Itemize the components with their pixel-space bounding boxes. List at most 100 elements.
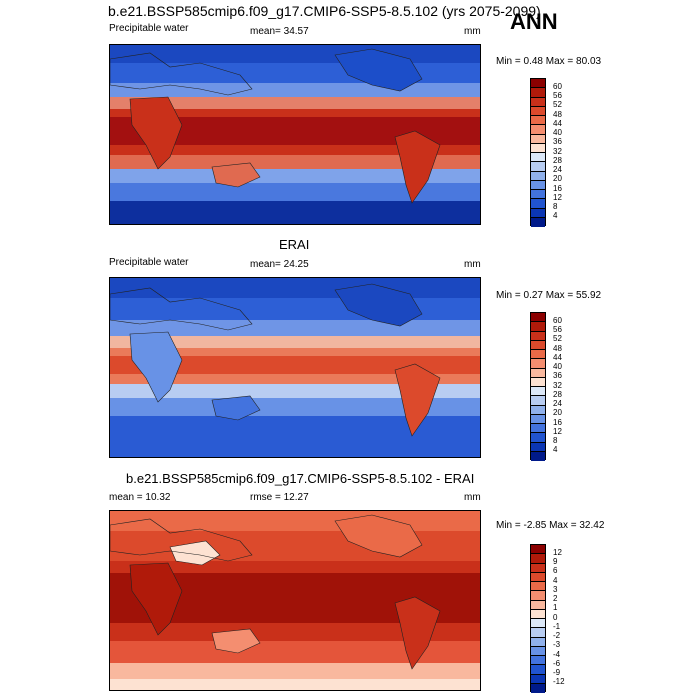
colorbar-tick-label: 48 — [553, 110, 562, 119]
colorbar-swatch — [531, 665, 545, 675]
colorbar-tick-label: -9 — [553, 668, 561, 677]
panel-1-mean: mean= 34.57 — [250, 26, 309, 37]
panel-3-units: mm — [464, 492, 481, 503]
panel-2-colorbar — [530, 312, 546, 461]
colorbar-tick-label: 52 — [553, 100, 562, 109]
colorbar-swatch — [531, 442, 545, 452]
colorbar-tick-label: -3 — [553, 640, 561, 649]
colorbar-swatch — [531, 359, 545, 369]
panel-3-colorbar — [530, 544, 546, 693]
colorbar-tick-label: 12 — [553, 193, 562, 202]
colorbar-swatch — [531, 368, 545, 378]
colorbar-tick-label: -12 — [553, 677, 565, 686]
panel-3-rmse: rmse = 12.27 — [250, 492, 309, 503]
colorbar-tick-label: 2 — [553, 594, 558, 603]
colorbar-swatch — [531, 88, 545, 98]
colorbar-swatch — [531, 433, 545, 443]
colorbar-swatch — [531, 171, 545, 181]
colorbar-tick-label: -6 — [553, 659, 561, 668]
colorbar-swatch — [531, 217, 545, 227]
colorbar-tick-label: 16 — [553, 418, 562, 427]
colorbar-tick-label: -1 — [553, 622, 561, 631]
colorbar-swatch — [531, 134, 545, 144]
colorbar-tick-label: 40 — [553, 362, 562, 371]
colorbar-swatch — [531, 591, 545, 601]
season-label: ANN — [510, 9, 558, 34]
colorbar-swatch — [531, 582, 545, 592]
colorbar-tick-label: 28 — [553, 390, 562, 399]
colorbar-tick-label: -4 — [553, 650, 561, 659]
panel-1-variable: Precipitable water — [109, 23, 189, 34]
colorbar-swatch — [531, 656, 545, 666]
colorbar-tick-label: -2 — [553, 631, 561, 640]
panel-2-map — [109, 277, 481, 458]
colorbar-tick-label: 16 — [553, 184, 562, 193]
colorbar-swatch — [531, 180, 545, 190]
colorbar-tick-label: 44 — [553, 119, 562, 128]
colorbar-tick-label: 12 — [553, 427, 562, 436]
colorbar-tick-label: 20 — [553, 174, 562, 183]
colorbar-tick-label: 4 — [553, 576, 558, 585]
colorbar-tick-label: 24 — [553, 165, 562, 174]
colorbar-tick-label: 60 — [553, 82, 562, 91]
panel-1-map — [109, 44, 481, 225]
panel-3-mean: mean = 10.32 — [109, 492, 171, 503]
colorbar-swatch — [531, 322, 545, 332]
panel-3-minmax: Min = -2.85 Max = 32.42 — [496, 520, 605, 531]
colorbar-swatch — [531, 106, 545, 116]
colorbar-tick-label: 28 — [553, 156, 562, 165]
colorbar-swatch — [531, 116, 545, 126]
colorbar-tick-label: 36 — [553, 371, 562, 380]
colorbar-swatch — [531, 190, 545, 200]
colorbar-swatch — [531, 424, 545, 434]
colorbar-swatch — [531, 637, 545, 647]
colorbar-tick-label: 32 — [553, 381, 562, 390]
colorbar-swatch — [531, 125, 545, 135]
colorbar-tick-label: 36 — [553, 137, 562, 146]
colorbar-tick-label: 8 — [553, 202, 558, 211]
colorbar-tick-label: 48 — [553, 344, 562, 353]
panel-2-title: ERAI — [279, 237, 310, 252]
colorbar-tick-label: 40 — [553, 128, 562, 137]
colorbar-swatch — [531, 153, 545, 163]
colorbar-tick-label: 24 — [553, 399, 562, 408]
colorbar-swatch — [531, 143, 545, 153]
colorbar-swatch — [531, 199, 545, 209]
colorbar-tick-label: 44 — [553, 353, 562, 362]
colorbar-swatch — [531, 208, 545, 218]
panel-2-variable: Precipitable water — [109, 257, 189, 268]
colorbar-swatch — [531, 377, 545, 387]
colorbar-swatch — [531, 97, 545, 107]
colorbar-swatch — [531, 162, 545, 172]
panel-1-minmax: Min = 0.48 Max = 80.03 — [496, 56, 602, 67]
colorbar-swatch — [531, 451, 545, 461]
colorbar-swatch — [531, 396, 545, 406]
colorbar-swatch — [531, 414, 545, 424]
colorbar-tick-label: 9 — [553, 557, 558, 566]
colorbar-tick-label: 6 — [553, 566, 558, 575]
colorbar-tick-label: 52 — [553, 334, 562, 343]
colorbar-swatch — [531, 350, 545, 360]
colorbar-swatch — [531, 646, 545, 656]
colorbar-swatch — [531, 387, 545, 397]
colorbar-swatch — [531, 609, 545, 619]
colorbar-tick-label: 56 — [553, 91, 562, 100]
panel-2-units: mm — [464, 259, 481, 270]
colorbar-tick-label: 32 — [553, 147, 562, 156]
panel-3-map — [109, 510, 481, 691]
colorbar-swatch — [531, 572, 545, 582]
colorbar-tick-label: 3 — [553, 585, 558, 594]
panel-3-title: b.e21.BSSP585cmip6.f09_g17.CMIP6-SSP5-8.… — [126, 471, 475, 486]
colorbar-swatch — [531, 340, 545, 350]
panel-2-minmax: Min = 0.27 Max = 55.92 — [496, 290, 602, 301]
colorbar-swatch — [531, 79, 545, 89]
colorbar-swatch — [531, 331, 545, 341]
colorbar-tick-label: 8 — [553, 436, 558, 445]
colorbar-tick-label: 0 — [553, 613, 558, 622]
panel-2-mean: mean= 24.25 — [250, 259, 309, 270]
panel-1-units: mm — [464, 26, 481, 37]
colorbar-swatch — [531, 683, 545, 693]
figure-title: b.e21.BSSP585cmip6.f09_g17.CMIP6-SSP5-8.… — [108, 3, 541, 19]
colorbar-tick-label: 4 — [553, 445, 558, 454]
colorbar-tick-label: 12 — [553, 548, 562, 557]
